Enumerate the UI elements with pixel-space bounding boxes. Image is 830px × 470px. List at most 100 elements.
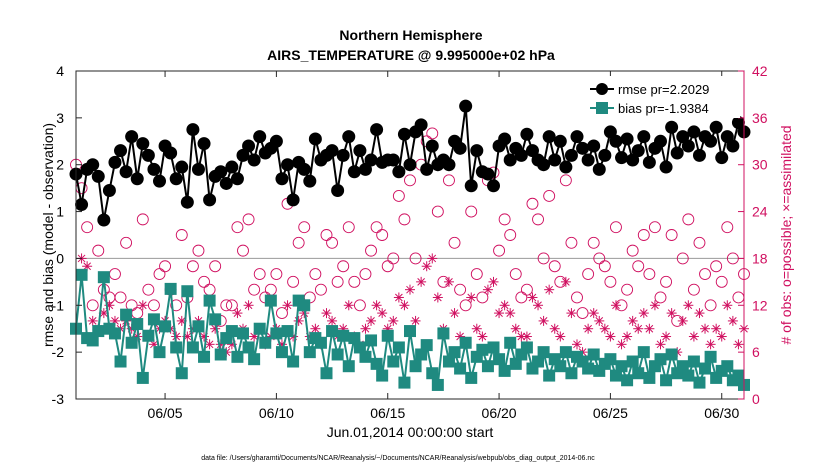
asterisk-stroke [495,309,503,317]
bias-point [415,348,428,361]
possible-obs-marker [443,174,455,187]
x-tick-label: 06/20 [482,405,517,421]
assimilated-obs-marker [627,315,638,326]
bias-point [387,355,400,368]
bias-point [287,355,300,368]
bias-point [632,367,645,380]
assimilated-obs-marker [661,331,672,342]
bias-point [175,367,188,380]
asterisk-stroke [584,324,592,333]
assimilated-obs-marker [293,315,304,326]
rmse-point [687,125,701,139]
assimilated-obs-marker [533,300,544,311]
possible-obs-marker [593,252,606,265]
bias-point [537,346,550,359]
assimilated-obs-marker [572,339,582,350]
assimilated-obs-marker [449,308,460,319]
asterisk-stroke [83,262,91,271]
assimilated-obs-marker [393,292,404,303]
possible-obs-marker [543,190,556,202]
possible-obs-marker [571,291,583,304]
bias-point [253,322,266,335]
asterisk-stroke [500,301,509,310]
rmse-point [470,144,484,158]
possible-obs-marker [392,190,405,202]
possible-obs-marker [459,299,472,312]
possible-obs-marker [426,127,439,140]
asterisk-stroke [511,324,520,333]
bias-point [348,332,361,345]
possible-obs-marker [381,260,394,273]
assimilated-obs-marker [521,331,532,342]
bias-point [153,346,166,359]
possible-obs-marker [153,268,166,280]
rmse-point [615,151,629,165]
possible-obs-marker [404,174,416,187]
bias-point [437,327,450,340]
bias-point [426,367,439,380]
rmse-point [286,193,300,207]
assimilated-obs-marker [549,323,560,334]
asterisk-stroke [472,324,481,333]
asterisk-stroke [417,278,425,286]
possible-obs-marker [693,236,706,249]
bias-point [314,336,327,349]
bias-point [326,325,339,338]
possible-obs-marker [198,275,210,288]
bias-point [520,341,533,354]
asterisk-stroke [573,340,581,349]
possible-obs-marker [359,268,372,280]
asterisk-stroke [562,278,570,286]
rmse-point [297,162,311,176]
assimilated-obs-marker [694,308,705,319]
legend-bias-label: bias pr=-1.9384 [618,101,709,116]
bias-point [97,271,110,284]
assimilated-obs-marker [622,331,633,342]
bias-point [732,369,745,382]
possible-obs-marker [587,236,600,249]
asterisk-stroke [361,324,370,333]
possible-obs-marker [715,275,728,288]
rmse-point [269,134,283,148]
bias-point [331,348,344,361]
bias-point [92,325,105,338]
rmse-point [275,172,289,186]
assimilated-obs-marker [471,323,482,334]
asterisk-stroke [445,278,453,286]
asterisk-stroke [467,293,476,302]
asterisk-stroke [656,340,665,349]
assimilated-obs-marker [366,315,377,326]
rmse-point [303,174,317,188]
asterisk-stroke [211,324,220,333]
rmse-point [654,134,667,148]
possible-obs-marker [398,213,411,226]
rmse-point [358,162,372,176]
bias-point [75,268,88,281]
bias-point [136,371,149,384]
possible-obs-marker [170,299,183,312]
bias-point [459,336,472,349]
assimilated-obs-marker [666,308,677,319]
bias-point [509,357,522,370]
assimilated-obs-marker [232,308,243,319]
possible-obs-marker [309,268,322,280]
possible-obs-marker [610,221,622,234]
assimilated-obs-marker [644,323,655,334]
assimilated-obs-marker [343,300,354,311]
rmse-point [564,148,578,162]
possible-obs-marker [287,275,300,288]
assimilated-obs-marker [371,300,382,311]
assimilated-obs-marker [137,300,148,311]
rmse-point [659,160,673,174]
data-file-note: data file: /Users/gharamti/Documents/NCA… [201,455,595,462]
assimilated-obs-marker [210,323,221,334]
bias-point [420,339,433,352]
bias-point [376,369,389,382]
possible-obs-marker [604,275,617,288]
rmse-point [347,165,361,179]
rmse-point [175,160,189,174]
rmse-point [570,130,584,144]
possible-obs-marker [342,221,355,234]
rmse-point [236,148,250,162]
rmse-point [214,165,228,179]
